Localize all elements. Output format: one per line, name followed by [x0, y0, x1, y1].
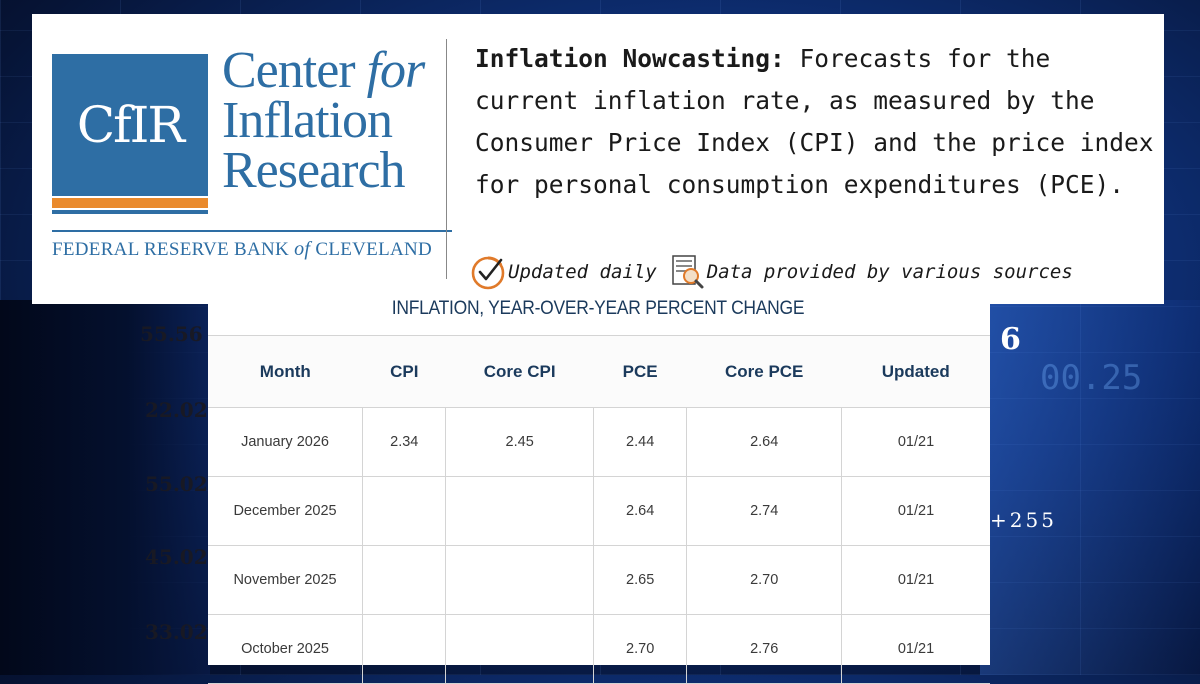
cell-month: December 2025 [208, 476, 364, 546]
bg-number: 55.56 [140, 322, 203, 346]
logo-rule [52, 230, 452, 232]
cell-updated: 01/21 [840, 545, 990, 615]
background-left-panel [0, 300, 210, 675]
cell-pce: 2.44 [592, 407, 688, 477]
header-divider [446, 39, 447, 279]
updated-daily-label: Updated daily [508, 261, 657, 283]
bg-number: 22.02 [145, 398, 208, 422]
bank-name-part2: CLEVELAND [315, 239, 433, 260]
cell-core-pce: 2.74 [686, 476, 842, 546]
cell-cpi [362, 614, 447, 684]
table-row: November 2025 2.65 2.70 01/21 [208, 545, 990, 615]
cell-updated: 01/21 [840, 407, 990, 477]
cell-cpi [362, 545, 447, 615]
table-row: October 2025 2.70 2.76 01/21 [208, 614, 990, 684]
cell-core-cpi [445, 476, 594, 546]
bank-name-of: of [294, 238, 311, 260]
cell-core-cpi [445, 545, 594, 615]
table-row: December 2025 2.64 2.74 01/21 [208, 476, 990, 546]
cell-month: November 2025 [208, 545, 364, 615]
cell-cpi: 2.34 [362, 407, 447, 477]
cell-updated: 01/21 [840, 476, 990, 546]
col-header-updated: Updated [841, 335, 990, 408]
inflation-table-card: INFLATION, YEAR-OVER-YEAR PERCENT CHANGE… [208, 290, 990, 684]
bg-number: 33.02 [145, 620, 208, 644]
cell-pce: 2.70 [592, 614, 688, 684]
header-description: Inflation Nowcasting: Forecasts for the … [475, 38, 1155, 206]
col-header-month: Month [208, 335, 363, 408]
logo-bank-name: FEDERAL RESERVE BANK of CLEVELAND [52, 238, 432, 261]
cfir-logo[interactable]: CfIR Center for Inflation Research FEDER… [52, 45, 452, 279]
bg-number: 45.02 [145, 545, 208, 569]
logo-mark-box: CfIR [52, 54, 208, 196]
bg-number: 55.02 [145, 472, 208, 496]
col-header-core-cpi: Core CPI [445, 335, 594, 408]
data-sources-label: Data provided by various sources [706, 261, 1073, 283]
table-header-row: Month CPI Core CPI PCE Core PCE Updated [208, 335, 990, 408]
updated-daily: Updated daily [468, 252, 657, 292]
logo-blue-bar [52, 210, 208, 214]
cell-month: January 2026 [208, 407, 364, 477]
document-search-icon [671, 255, 704, 289]
cell-month: October 2025 [208, 614, 364, 684]
cell-cpi [362, 476, 447, 546]
cell-core-pce: 2.64 [686, 407, 842, 477]
header-meta: Updated daily Data provided by various s… [468, 252, 1073, 292]
cell-core-cpi [445, 614, 594, 684]
logo-name: Center for Inflation Research [222, 45, 425, 199]
table-title: INFLATION, YEAR-OVER-YEAR PERCENT CHANGE [391, 298, 805, 319]
bg-number: 6 [1000, 322, 1021, 357]
logo-mark: CfIR [76, 96, 185, 154]
logo-orange-bar [52, 198, 208, 208]
header-description-text: Forecasts for the current inflation rate… [475, 44, 1154, 199]
cell-core-cpi: 2.45 [445, 407, 594, 477]
bg-number: +255 [990, 508, 1057, 532]
bg-digits: 00.25 [1040, 358, 1143, 398]
data-sources: Data provided by various sources [667, 252, 1073, 292]
col-header-core-pce: Core PCE [686, 335, 842, 408]
table-row: January 2026 2.34 2.45 2.44 2.64 01/21 [208, 407, 990, 477]
cell-core-pce: 2.76 [686, 614, 842, 684]
header-card: CfIR Center for Inflation Research FEDER… [32, 14, 1164, 304]
cell-core-pce: 2.70 [686, 545, 842, 615]
cell-pce: 2.64 [592, 476, 688, 546]
cell-pce: 2.65 [592, 545, 688, 615]
inflation-table: Month CPI Core CPI PCE Core PCE Updated … [208, 335, 990, 684]
logo-name-for: for [366, 42, 426, 99]
background-glow [980, 300, 1200, 675]
logo-name-line1: Center [222, 42, 356, 99]
clock-check-icon [471, 256, 505, 290]
logo-name-line3: Research [222, 142, 406, 199]
cell-updated: 01/21 [840, 614, 990, 684]
logo-name-line2: Inflation [222, 92, 393, 149]
header-title: Inflation Nowcasting: [475, 44, 785, 73]
bank-name-part1: FEDERAL RESERVE BANK [52, 239, 290, 260]
col-header-pce: PCE [593, 335, 687, 408]
col-header-cpi: CPI [362, 335, 446, 408]
